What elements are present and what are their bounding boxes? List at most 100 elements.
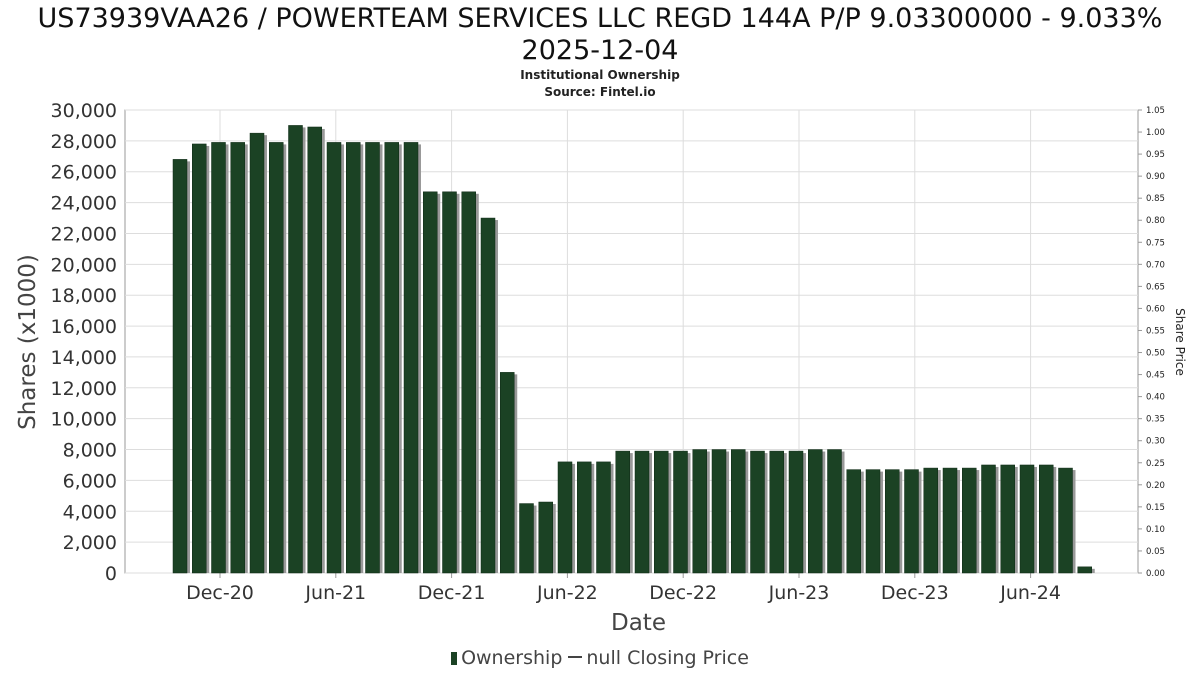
x-tick-label: Jun-23 [768, 582, 830, 604]
ownership-bar [577, 461, 592, 574]
ownership-legend-swatch [451, 652, 458, 665]
y-tick-label: 0 [105, 563, 117, 585]
x-tick-label: Dec-21 [418, 582, 486, 604]
x-axis-title: Date [611, 610, 666, 636]
ownership-bar [519, 503, 534, 574]
y2-tick-label: 0.70 [1146, 260, 1165, 270]
y-tick-label: 14,000 [51, 347, 117, 369]
x-tick-label: Jun-21 [304, 582, 366, 604]
y-tick-label: 10,000 [51, 409, 117, 431]
y2-tick-label: 0.95 [1146, 150, 1165, 160]
y-tick-label: 6,000 [63, 470, 117, 492]
ownership-bar [403, 142, 419, 574]
y2-tick-label: 0.20 [1146, 481, 1165, 491]
y2-tick-label: 0.60 [1146, 304, 1165, 314]
y2-tick-label: 0.65 [1146, 282, 1165, 292]
y2-tick-label: 0.10 [1146, 525, 1165, 535]
ownership-bar [442, 191, 457, 574]
ownership-bar [192, 143, 207, 574]
ownership-bar [711, 449, 727, 574]
ownership-bar [480, 217, 496, 574]
ownership-bar [673, 450, 688, 574]
ownership-bar [846, 469, 861, 574]
ownership-bar [962, 467, 977, 574]
y2-tick-label: 0.55 [1146, 326, 1165, 336]
ownership-bar [634, 450, 650, 574]
y-tick-label: 28,000 [51, 131, 117, 153]
y2-tick-label: 1.05 [1146, 106, 1165, 116]
legend-ownership-label: Ownership [461, 647, 563, 669]
y2-tick-label: 0.30 [1146, 437, 1165, 447]
chart-source: Source: Fintel.io [544, 85, 656, 99]
ownership-bar [326, 142, 342, 574]
y-tick-label: 20,000 [51, 254, 117, 276]
ownership-bar [269, 142, 284, 574]
ownership-bar [557, 461, 573, 574]
y-tick-label: 24,000 [51, 193, 117, 215]
y2-tick-label: 0.40 [1146, 393, 1165, 403]
ownership-bar [865, 469, 881, 574]
ownership-bar [384, 142, 399, 574]
ownership-bar [731, 449, 746, 574]
ownership-bar [1019, 464, 1035, 574]
y2-tick-label: 0.45 [1146, 371, 1165, 381]
ownership-bar [307, 126, 322, 574]
ownership-bar [788, 450, 804, 574]
ownership-bar [1000, 464, 1015, 574]
chart-title-date: 2025-12-04 [521, 35, 679, 66]
x-tick-label: Jun-22 [536, 582, 598, 604]
y-tick-label: 22,000 [51, 223, 117, 245]
ownership-bar [249, 132, 265, 574]
x-tick-label: Dec-23 [881, 582, 949, 604]
ownership-bar [346, 142, 361, 574]
ownership-bar [500, 372, 515, 574]
ownership-bar [942, 467, 958, 574]
ownership-bar [923, 467, 938, 574]
x-tick-label: Dec-22 [649, 582, 717, 604]
ownership-bar [904, 469, 919, 574]
ownership-bar [808, 449, 823, 574]
y-tick-label: 2,000 [63, 532, 117, 554]
x-tick-label: Dec-20 [186, 582, 254, 604]
y2-tick-label: 0.05 [1146, 547, 1165, 557]
y-tick-label: 30,000 [51, 100, 117, 122]
y-tick-label: 16,000 [51, 316, 117, 338]
y2-tick-label: 0.85 [1146, 194, 1165, 204]
ownership-bar [538, 501, 553, 574]
x-tick-label: Jun-24 [999, 582, 1061, 604]
y2-tick-label: 0.00 [1146, 569, 1165, 579]
y-tick-label: 4,000 [63, 501, 117, 523]
y-tick-label: 18,000 [51, 285, 117, 307]
ownership-bar [1077, 566, 1092, 574]
y2-tick-label: 0.75 [1146, 238, 1165, 248]
y2-tick-label: 1.00 [1146, 128, 1165, 138]
y2-tick-label: 0.80 [1146, 216, 1165, 226]
chart-subtitle: Institutional Ownership [520, 68, 680, 82]
y-axis-title: Shares (x1000) [15, 254, 41, 430]
ownership-bar [827, 449, 842, 574]
ownership-bar [1039, 464, 1054, 574]
ownership-bar [654, 450, 669, 574]
y2-tick-label: 0.15 [1146, 503, 1165, 513]
ownership-bar [596, 461, 611, 574]
ownership-bar [423, 191, 438, 574]
chart-legend: Ownership null Closing Price [0, 647, 1200, 669]
ownership-bar [288, 125, 303, 574]
ownership-bar [461, 191, 476, 574]
y-tick-label: 26,000 [51, 162, 117, 184]
closing-price-legend-line [568, 656, 583, 658]
ownership-bar [172, 159, 188, 574]
ownership-bar [1058, 467, 1073, 574]
ownership-bar [365, 142, 380, 574]
legend-closing-price-label: null Closing Price [586, 647, 749, 669]
y2-tick-label: 0.35 [1146, 415, 1165, 425]
ownership-bar [981, 464, 996, 574]
ownership-bar [615, 450, 630, 574]
ownership-bar [885, 469, 900, 574]
y2-tick-label: 0.25 [1146, 459, 1165, 469]
y2-axis-title: Share Price [1173, 308, 1187, 376]
y-tick-label: 12,000 [51, 378, 117, 400]
y2-tick-label: 0.90 [1146, 172, 1165, 182]
ownership-bar [211, 142, 226, 574]
